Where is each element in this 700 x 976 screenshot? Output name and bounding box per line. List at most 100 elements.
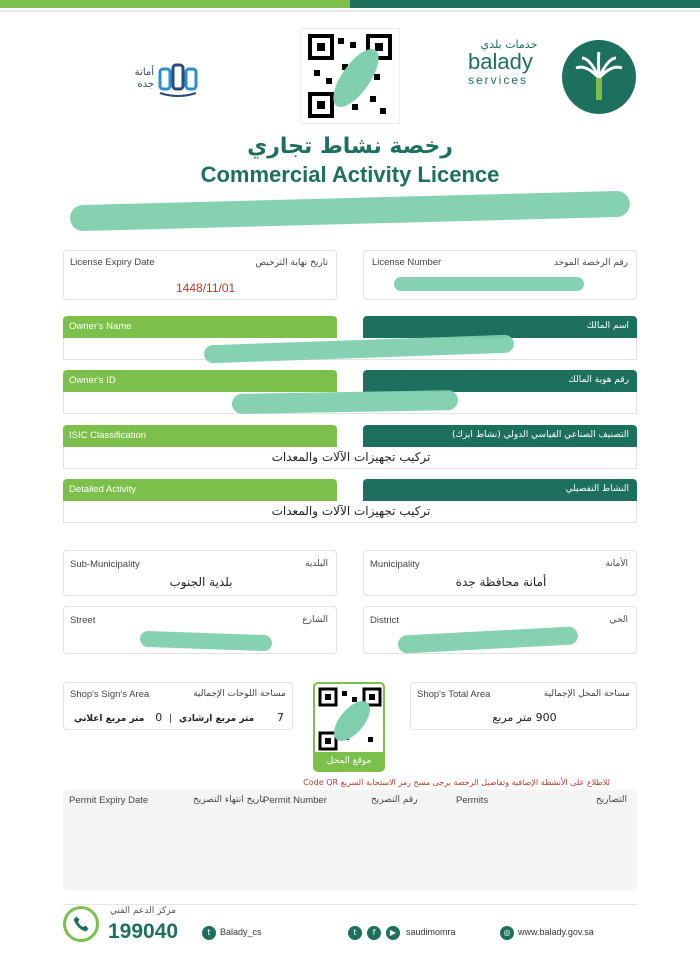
top-bar-green	[0, 0, 350, 8]
permit-number-header-ar: رقم التصريح	[371, 795, 418, 805]
owner-name-label-ar: اسم المالك	[586, 321, 629, 331]
qr-code-icon	[308, 34, 392, 118]
owner-name-bar-en: Owner's Name	[63, 316, 337, 338]
owner-id-value-box	[63, 390, 637, 414]
owner-name-label-en: Owner's Name	[69, 321, 132, 332]
detailed-activity-value-box: تركيب تجهيزات الآلات والمعدات	[63, 501, 637, 523]
owner-id-label-ar: رقم هوية المالك	[568, 375, 629, 385]
redacted-owner-name	[203, 334, 515, 364]
facebook-icon[interactable]: f	[367, 926, 381, 940]
sign-area-label-ar: مساحة اللوحات الإجمالية	[193, 689, 286, 699]
jeddah-logo-text: أمانة جدة	[134, 67, 154, 90]
balady-services-text: services	[468, 73, 529, 87]
sub-municipality-label-en: Sub-Municipality	[70, 559, 140, 570]
balady-arabic-text: خدمات بلدي	[480, 38, 538, 51]
social-handle[interactable]: saudimomra	[406, 927, 456, 937]
detailed-activity-value: تركيب تجهيزات الآلات والمعدات	[271, 504, 431, 518]
detailed-activity-label-en: Detailed Activity	[69, 484, 137, 495]
location-qr-code-icon	[318, 687, 382, 751]
globe-icon[interactable]: ◎	[500, 926, 514, 940]
street-box: Street الشارع	[63, 606, 337, 654]
sign-guide-unit: متر مربع ارشادي	[178, 714, 255, 724]
street-label-ar: الشارع	[302, 615, 328, 625]
permit-expiry-header-ar: تاريخ انتهاء التصريح	[193, 795, 265, 805]
permit-expiry-header-en: Permit Expiry Date	[69, 795, 149, 806]
detailed-activity-bar-en: Detailed Activity	[63, 479, 337, 501]
license-expiry-label-ar: تاريخ نهاية الترخيص	[255, 258, 328, 268]
owner-id-bar-ar: رقم هوية المالك	[363, 370, 637, 392]
shop-location-qr[interactable]: موقع المحل	[313, 682, 385, 772]
owner-id-bar-en: Owner's ID	[63, 370, 337, 392]
sign-area-label-en: Shop's Sign's Area	[70, 689, 150, 700]
sub-municipality-box: Sub-Municipality البلدية بلدية الجنوب	[63, 550, 337, 596]
municipality-value: أمانة محافظة جدة	[455, 575, 547, 589]
district-box: District الحي	[363, 606, 637, 654]
license-qr-code	[300, 28, 400, 124]
sign-area-box: Shop's Sign's Area مساحة اللوحات الإجمال…	[63, 682, 293, 730]
license-number-box: License Number رقم الرخصة الموحد	[363, 250, 637, 300]
sign-guide-value: 7	[277, 711, 285, 724]
redacted-trade-name	[69, 190, 631, 232]
detailed-activity-label-ar: النشاط التفصيلي	[565, 484, 629, 494]
twitter-icon[interactable]: t	[202, 926, 216, 940]
website-link[interactable]: www.balady.gov.sa	[518, 927, 594, 937]
balady-palm-logo-icon	[562, 40, 636, 114]
sign-ad-value: 0	[155, 711, 163, 724]
sub-municipality-label-ar: البلدية	[305, 559, 328, 569]
permits-table: Permit Expiry Date تاريخ انتهاء التصريح …	[63, 790, 637, 890]
balady-english-text: balady	[468, 49, 533, 74]
footer-divider	[63, 904, 637, 905]
sub-municipality-value: بلدية الجنوب	[169, 575, 233, 589]
license-expiry-label-en: License Expiry Date	[70, 257, 155, 268]
top-divider	[0, 10, 700, 12]
sign-ad-unit: متر مربع اعلاني	[73, 714, 145, 724]
isic-bar-ar: التصنيف الصناعي القياسي الدولي (نشاط ايز…	[363, 425, 637, 447]
owner-name-bar-ar: اسم المالك	[363, 316, 637, 338]
redacted-license-number	[394, 277, 584, 291]
redacted-owner-id	[231, 390, 459, 414]
municipality-label-en: Municipality	[370, 559, 420, 570]
isic-label-en: ISIC Classification	[69, 430, 147, 441]
permits-header-en: Permits	[456, 795, 489, 806]
license-expiry-box: License Expiry Date تاريخ نهاية الترخيص …	[63, 250, 337, 300]
youtube-icon[interactable]: ▶	[386, 926, 400, 940]
jeddah-emblem-icon	[158, 63, 198, 97]
phone-icon	[63, 906, 99, 942]
support-number[interactable]: 199040	[108, 920, 179, 943]
jeddah-municipality-logo: أمانة جدة	[120, 38, 202, 120]
municipality-box: Municipality الأمانة أمانة محافظة جدة	[363, 550, 637, 596]
top-bar-teal	[350, 0, 700, 8]
municipality-label-ar: الأمانة	[605, 559, 628, 569]
support-center-label: مركز الدعم الفني	[110, 906, 177, 916]
license-number-label-ar: رقم الرخصة الموحد	[553, 258, 628, 268]
isic-value-box: تركيب تجهيزات الآلات والمعدات	[63, 447, 637, 469]
street-label-en: Street	[70, 615, 96, 626]
redacted-street	[139, 630, 273, 652]
owner-id-label-en: Owner's ID	[69, 375, 116, 386]
redacted-district	[397, 626, 579, 654]
qr-note: للاطلاع على الأنشطة الإضافية وتفاصيل الر…	[303, 778, 610, 787]
district-label-en: District	[370, 615, 400, 626]
permit-number-header-en: Permit Number	[263, 795, 327, 806]
shop-location-qr-label: موقع المحل	[315, 752, 383, 770]
total-area-box: Shop's Total Area مساحة المحل الإجمالية …	[410, 682, 637, 730]
license-number-label-en: License Number	[372, 257, 442, 268]
permits-header-ar: التصاريح	[595, 795, 627, 805]
isic-label-ar: التصنيف الصناعي القياسي الدولي (نشاط ايز…	[451, 430, 629, 440]
title-english: Commercial Activity Licence	[200, 162, 500, 187]
isic-value: تركيب تجهيزات الآلات والمعدات	[271, 450, 431, 464]
balady-wordmark: خدمات بلدي balady services	[468, 38, 550, 87]
sign-separator: |	[169, 714, 173, 724]
twitter-handle[interactable]: Balady_cs	[220, 927, 262, 937]
license-expiry-value: 1448/11/01	[176, 281, 236, 295]
total-area-label-en: Shop's Total Area	[417, 689, 491, 700]
sign-area-values: 7 متر مربع ارشادي | 0 متر مربع اعلاني	[64, 711, 294, 724]
district-label-ar: الحي	[609, 615, 628, 625]
total-area-label-ar: مساحة المحل الإجمالية	[543, 689, 630, 699]
twitter-icon-2[interactable]: t	[348, 926, 362, 940]
owner-name-value-box	[63, 334, 637, 364]
isic-bar-en: ISIC Classification	[63, 425, 337, 447]
detailed-activity-bar-ar: النشاط التفصيلي	[363, 479, 637, 501]
total-area-value: 900 متر مربع	[492, 711, 557, 724]
